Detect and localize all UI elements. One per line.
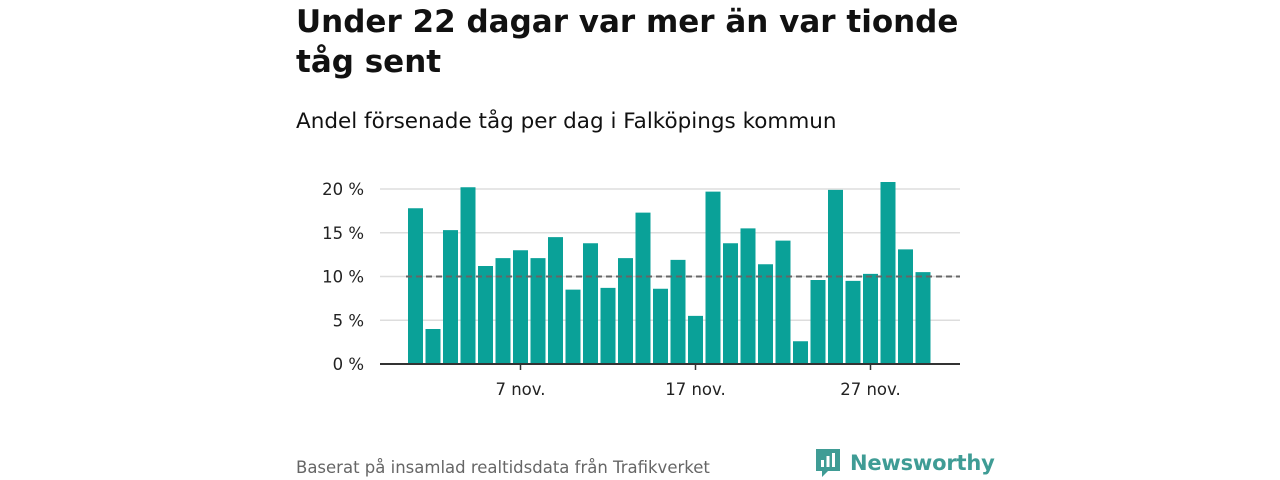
bar	[723, 243, 738, 364]
y-tick-label: 5 %	[333, 311, 364, 330]
brand-logo[interactable]: Newsworthy	[814, 446, 995, 480]
chart-title: Under 22 dagar var mer än var tionde tåg…	[296, 4, 959, 80]
chart-card: Under 22 dagar var mer än var tionde tåg…	[296, 0, 995, 480]
x-tick-label: 7 nov.	[495, 380, 545, 399]
chart-subtitle: Andel försenade tåg per dag i Falköpings…	[296, 109, 837, 134]
bar	[600, 287, 616, 364]
bar	[845, 280, 861, 364]
bar	[495, 258, 511, 364]
bar	[670, 259, 686, 364]
bar	[443, 230, 458, 364]
bar	[705, 191, 721, 364]
x-axis-tick-labels: 7 nov. 17 nov. 27 nov.	[495, 364, 901, 399]
y-tick-label: 0 %	[333, 355, 364, 374]
bar	[810, 280, 826, 364]
bar	[635, 212, 651, 364]
x-tick-label: 27 nov.	[840, 380, 901, 399]
bar	[688, 315, 703, 364]
bar	[583, 243, 598, 364]
bar	[828, 189, 843, 364]
bar	[793, 341, 808, 364]
x-tick-label: 17 nov.	[665, 380, 726, 399]
bar	[775, 240, 791, 364]
bar	[408, 208, 423, 364]
bar	[653, 288, 668, 364]
bar	[758, 264, 773, 364]
bar	[915, 272, 931, 364]
bars	[408, 182, 931, 364]
bar	[565, 289, 581, 364]
newsworthy-logo-icon	[816, 449, 840, 477]
bar	[863, 273, 878, 364]
y-tick-label: 15 %	[322, 224, 364, 243]
bar	[740, 228, 756, 364]
bar	[513, 250, 528, 364]
bar	[898, 249, 913, 364]
bar	[530, 258, 546, 364]
y-tick-label: 20 %	[322, 180, 364, 199]
y-axis-tick-labels: 0 % 5 % 10 % 15 % 20 %	[322, 180, 364, 374]
brand-name: Newsworthy	[850, 451, 995, 475]
source-note: Baserat på insamlad realtidsdata från Tr…	[296, 458, 710, 477]
bar-chart: 0 % 5 % 10 % 15 % 20 % 7 nov. 17 nov. 27 nov.	[322, 180, 960, 399]
bar	[478, 266, 493, 364]
y-tick-label: 10 %	[322, 268, 364, 287]
bar	[548, 237, 563, 364]
bar	[425, 329, 441, 364]
bar	[618, 258, 633, 364]
bar	[880, 182, 896, 364]
